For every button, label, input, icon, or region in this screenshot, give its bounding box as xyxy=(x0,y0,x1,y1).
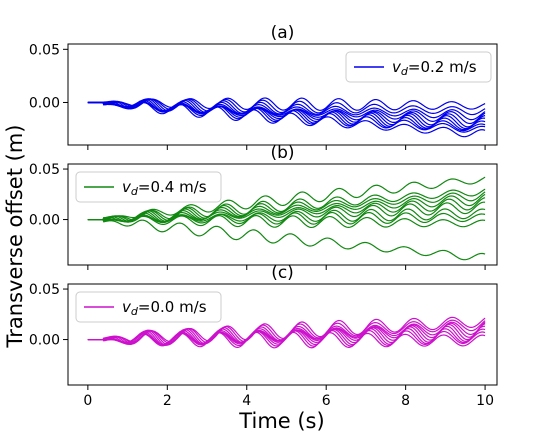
series-line xyxy=(87,98,486,125)
series-group xyxy=(87,97,486,138)
legend-label: vd=0.0 m/s xyxy=(122,298,207,318)
subplot-title: (a) xyxy=(271,23,295,43)
legend: vd=0.2 m/s xyxy=(345,51,492,83)
x-tick-label: 8 xyxy=(401,393,410,409)
subplot-title: (c) xyxy=(271,263,294,283)
y-tick-label: 0.05 xyxy=(29,282,60,298)
legend-label: vd=0.4 m/s xyxy=(122,178,207,198)
series-line xyxy=(87,201,486,223)
x-tick-label: 2 xyxy=(163,393,172,409)
legend-box xyxy=(345,51,492,83)
y-tick-label: 0.05 xyxy=(29,162,60,178)
x-tick-label: 0 xyxy=(83,393,92,409)
axes-frame xyxy=(67,163,498,266)
series-line xyxy=(87,193,486,223)
legend-label: vd=0.2 m/s xyxy=(392,58,477,78)
legend: vd=0.0 m/s xyxy=(75,291,222,323)
y-tick-label: 0.00 xyxy=(29,213,60,229)
series-group xyxy=(87,176,486,261)
x-tick-label: 6 xyxy=(322,393,331,409)
legend: vd=0.4 m/s xyxy=(75,171,222,203)
series-line xyxy=(87,191,486,222)
x-axis-label: Time (s) xyxy=(238,409,324,433)
series-line xyxy=(87,211,486,225)
series-line xyxy=(87,197,486,223)
series-line xyxy=(87,215,486,229)
series-line xyxy=(87,218,486,261)
series-line xyxy=(87,101,486,138)
subplot-3: (c) 0.00 0.05 0 2 4 6 8 10 vd=0.0 m/s xyxy=(29,263,498,409)
y-axis-label: Transverse offset (m) xyxy=(3,125,27,349)
y-tick-label: 0.05 xyxy=(29,42,60,58)
subplot-title: (b) xyxy=(270,143,294,163)
axes-frame xyxy=(67,43,498,146)
y-tick-label: 0.00 xyxy=(29,333,60,349)
series-line xyxy=(87,331,486,349)
subplot-1: (a) 0.00 0.05 vd=0.2 m/s xyxy=(29,23,498,150)
x-tick-label: 10 xyxy=(476,393,494,409)
series-group xyxy=(87,316,486,349)
x-tick-label: 4 xyxy=(242,393,251,409)
series-line xyxy=(87,176,486,221)
y-tick-label: 0.00 xyxy=(29,95,60,111)
legend-box xyxy=(75,171,222,203)
series-line xyxy=(87,101,486,133)
legend-box xyxy=(75,291,222,323)
axes-frame xyxy=(67,283,498,386)
subplot-2: (b) 0.00 0.05 vd=0.4 m/s xyxy=(29,143,498,270)
